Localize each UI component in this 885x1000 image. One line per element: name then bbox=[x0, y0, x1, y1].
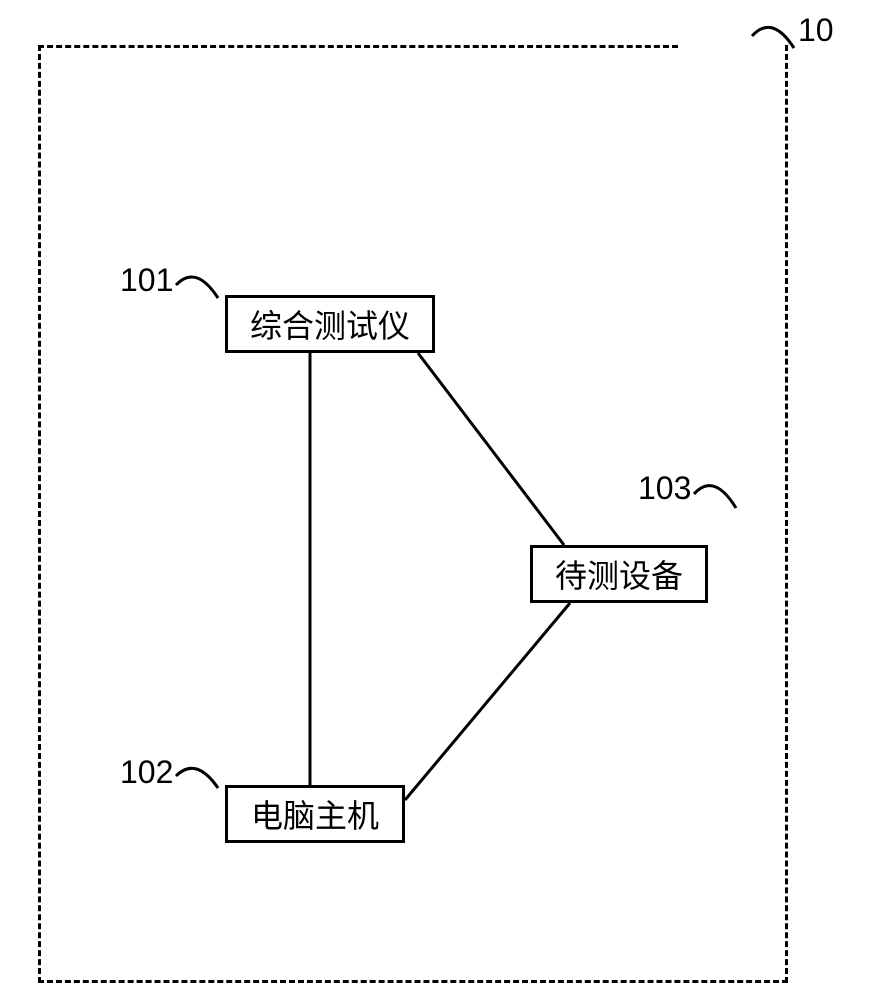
leader-container bbox=[0, 0, 885, 1000]
